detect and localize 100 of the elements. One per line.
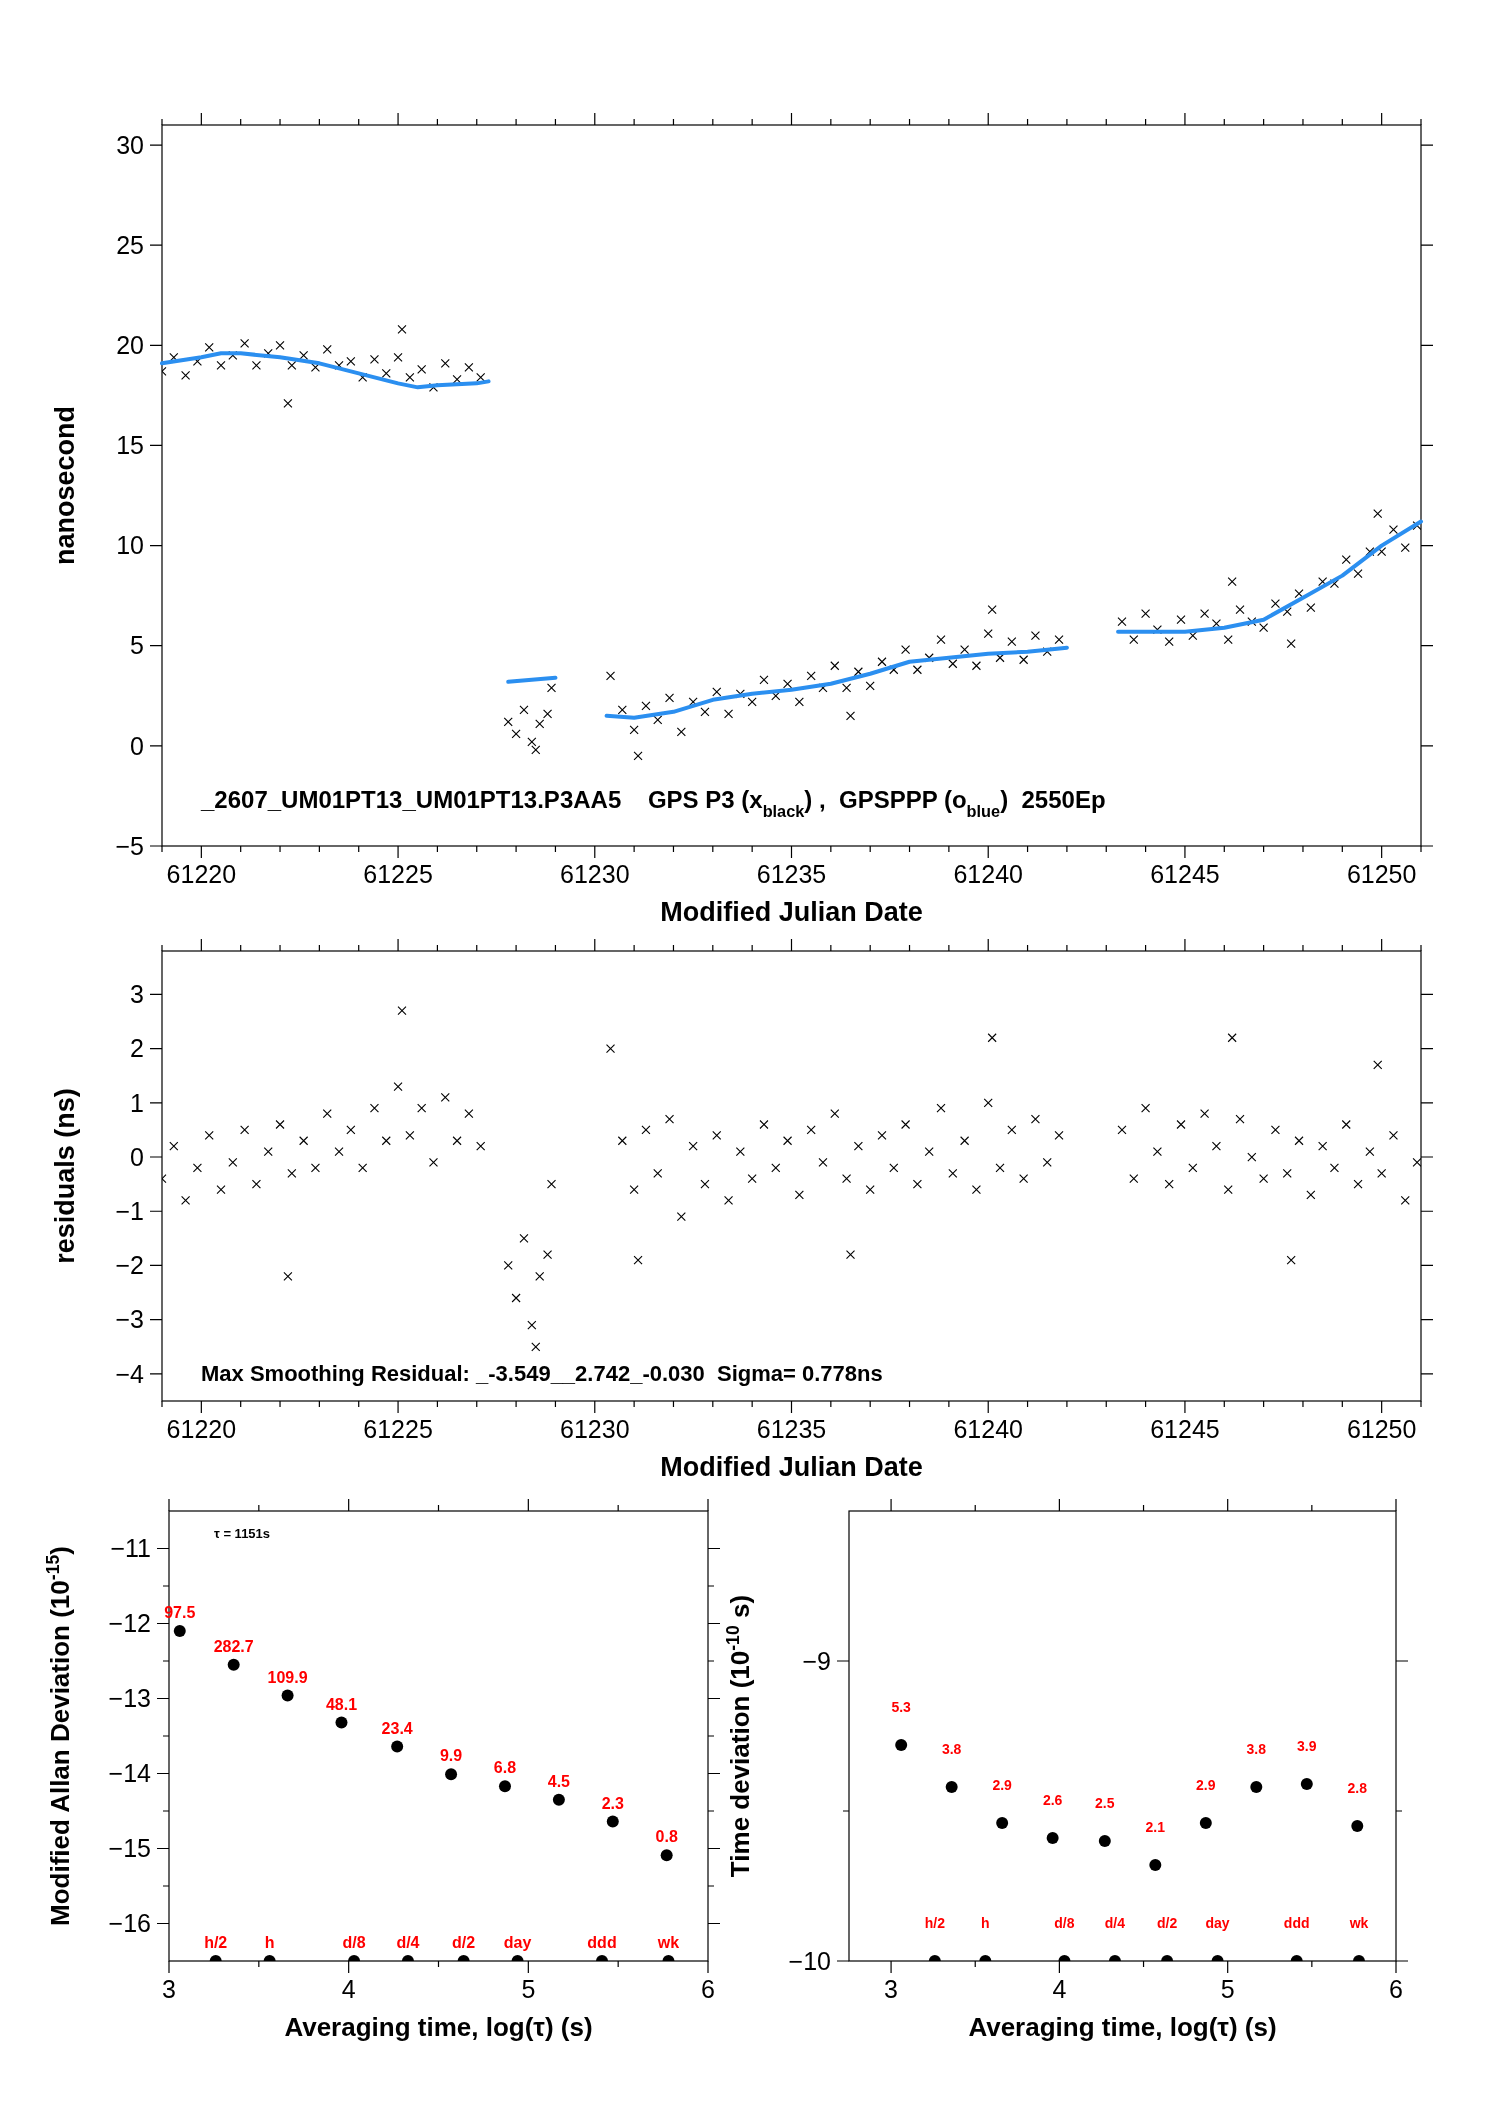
annotation: 48.1 [325, 1695, 358, 1713]
annotation: 6.8 [493, 1759, 517, 1777]
x-tick-label: 61220 [166, 860, 237, 888]
x-tick-label: 61240 [953, 1415, 1023, 1443]
x-axis-title: Averaging time, log(τ) (s) [968, 2012, 1277, 2042]
annotation: wk [1348, 1915, 1369, 1931]
x-axis-title: Modified Julian Date [660, 897, 923, 927]
y-tick-label: 3 [130, 980, 144, 1009]
x-tick-label: 61230 [560, 1415, 630, 1443]
annotation: day [1205, 1915, 1230, 1931]
point [335, 1716, 348, 1729]
annotation: day [503, 1934, 532, 1951]
y-tick-label: −13 [108, 1684, 151, 1713]
x-axis-title: Modified Julian Date [660, 1452, 923, 1482]
y-tick-label: 5 [130, 631, 144, 660]
y-tick-label: −3 [115, 1305, 144, 1334]
y-tick-label: −1 [115, 1196, 144, 1225]
y-tick-label: 2 [130, 1034, 144, 1063]
annotation: h [981, 1915, 990, 1931]
point [281, 1689, 294, 1702]
annotation: h [264, 1934, 275, 1951]
annotation: d/2 [1156, 1915, 1178, 1931]
annotation: 2.5 [1095, 1795, 1115, 1811]
x-tick-label: 6 [1389, 1975, 1403, 2003]
y-tick-label: −15 [108, 1834, 151, 1863]
x-tick-label: 61235 [756, 1415, 827, 1443]
x-tick-label: 3 [884, 1975, 899, 2003]
point [227, 1658, 240, 1671]
point [996, 1817, 1009, 1829]
point [1098, 1835, 1111, 1847]
y-tick-label: −4 [115, 1359, 145, 1388]
annotation: τ = 1151s [214, 1526, 271, 1541]
y-axis-title: nanosecond [50, 405, 80, 566]
annotation: 2.1 [1145, 1819, 1166, 1835]
annotation: h/2 [204, 1934, 228, 1951]
annotation: 3.8 [941, 1741, 962, 1757]
annotation: ddd [587, 1934, 617, 1951]
x-tick-label: 4 [1052, 1975, 1067, 2003]
y-tick-label: 10 [116, 531, 144, 560]
annotation: 3.9 [1297, 1738, 1317, 1754]
y-tick-label: −2 [115, 1251, 144, 1280]
y-tick-label: 25 [116, 230, 144, 259]
point [173, 1625, 186, 1637]
y-tick-label: −9 [802, 1646, 831, 1675]
annotation: 2.9 [1196, 1777, 1216, 1793]
annotation: d/8 [1054, 1915, 1075, 1931]
annotation: 2.8 [1347, 1780, 1368, 1796]
annotation: d/4 [1104, 1915, 1126, 1931]
x-tick-label: 61250 [1346, 860, 1417, 888]
x-tick-label: 61245 [1150, 1415, 1220, 1443]
point [895, 1739, 908, 1751]
annotation: 9.9 [439, 1747, 463, 1765]
y-tick-label: 15 [116, 431, 144, 460]
point [1046, 1832, 1059, 1844]
x-tick-label: 61250 [1346, 1415, 1417, 1443]
x-tick-label: 61235 [756, 860, 827, 888]
x-tick-label: 5 [1220, 1975, 1235, 2003]
point [1351, 1820, 1364, 1832]
annotation: 2.9 [992, 1777, 1013, 1793]
annotation: d/8 [342, 1934, 366, 1951]
annotation: 109.9 [267, 1668, 308, 1686]
annotation: d/2 [452, 1934, 476, 1951]
y-tick-label: −12 [108, 1609, 151, 1638]
point [945, 1781, 958, 1793]
x-tick-label: 61225 [363, 860, 433, 888]
y-tick-label: 1 [130, 1088, 144, 1117]
point [660, 1849, 673, 1862]
annotation: h/2 [924, 1915, 946, 1931]
x-tick-label: 61245 [1150, 860, 1220, 888]
annotation: wk [656, 1934, 680, 1951]
y-axis-title: residuals (ns) [50, 1088, 80, 1264]
x-tick-label: 6 [701, 1975, 715, 2003]
point [1300, 1778, 1313, 1790]
point [498, 1780, 511, 1793]
annotation: 4.5 [547, 1772, 571, 1790]
annotation: 5.3 [891, 1699, 912, 1715]
point [552, 1793, 565, 1806]
annotation: 23.4 [381, 1719, 413, 1737]
annotation: 2.6 [1042, 1792, 1063, 1808]
y-tick-label: 0 [130, 1142, 144, 1171]
annotation: Max Smoothing Residual: _-3.549__2.742_-0.030 Sigma= 0.778ns [201, 1361, 883, 1386]
annotation: d/4 [396, 1934, 420, 1951]
x-axis-title: Averaging time, log(τ) (s) [284, 2012, 593, 2042]
point [1250, 1781, 1263, 1793]
x-tick-label: 61240 [953, 860, 1023, 888]
point [1149, 1859, 1162, 1871]
y-tick-label: 30 [116, 130, 144, 159]
y-tick-label: 0 [130, 731, 144, 760]
x-tick-label: 5 [521, 1975, 536, 2003]
y-tick-label: −10 [788, 1946, 831, 1975]
x-tick-label: 61230 [560, 860, 630, 888]
x-tick-label: 3 [162, 1975, 176, 2003]
annotation: _2607_UM01PT13_UM01PT13.P3AA5 GPS P3 (x$_{black}$) , GPSPPP (o$_{blue}$) 2550Ep [200, 786, 1106, 820]
x-tick-label: 61220 [166, 1415, 237, 1443]
annotation: 3.8 [1246, 1741, 1267, 1757]
x-tick-label: 61225 [363, 1415, 433, 1443]
y-tick-label: −11 [110, 1534, 151, 1563]
y-tick-label: −14 [108, 1759, 152, 1788]
point [606, 1815, 619, 1828]
point [391, 1740, 404, 1753]
